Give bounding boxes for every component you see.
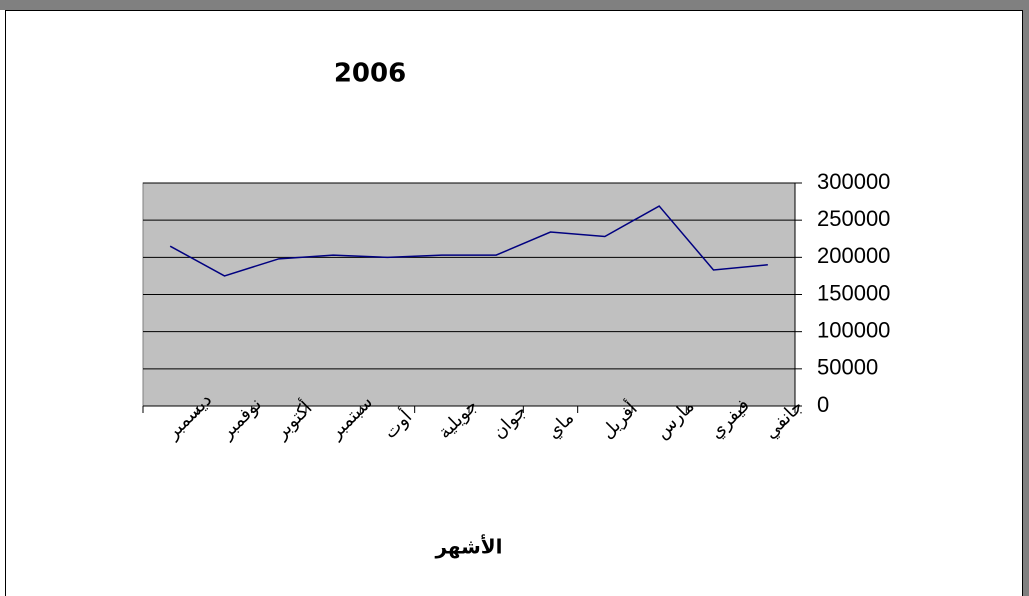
y-tick-label: 0: [817, 392, 829, 417]
y-tick-label: 250000: [817, 206, 890, 231]
y-tick-label: 300000: [817, 169, 890, 194]
top-band: [0, 0, 1029, 10]
right-band: [1023, 0, 1029, 596]
y-tick-label: 150000: [817, 280, 890, 305]
x-axis-label: الأشهر: [434, 534, 502, 559]
line-series: [169, 205, 768, 277]
y-tick-label: 200000: [817, 243, 890, 268]
y-tick-label: 100000: [817, 317, 890, 342]
y-tick-label: 50000: [817, 355, 878, 380]
chart-title: 2006: [334, 59, 406, 89]
